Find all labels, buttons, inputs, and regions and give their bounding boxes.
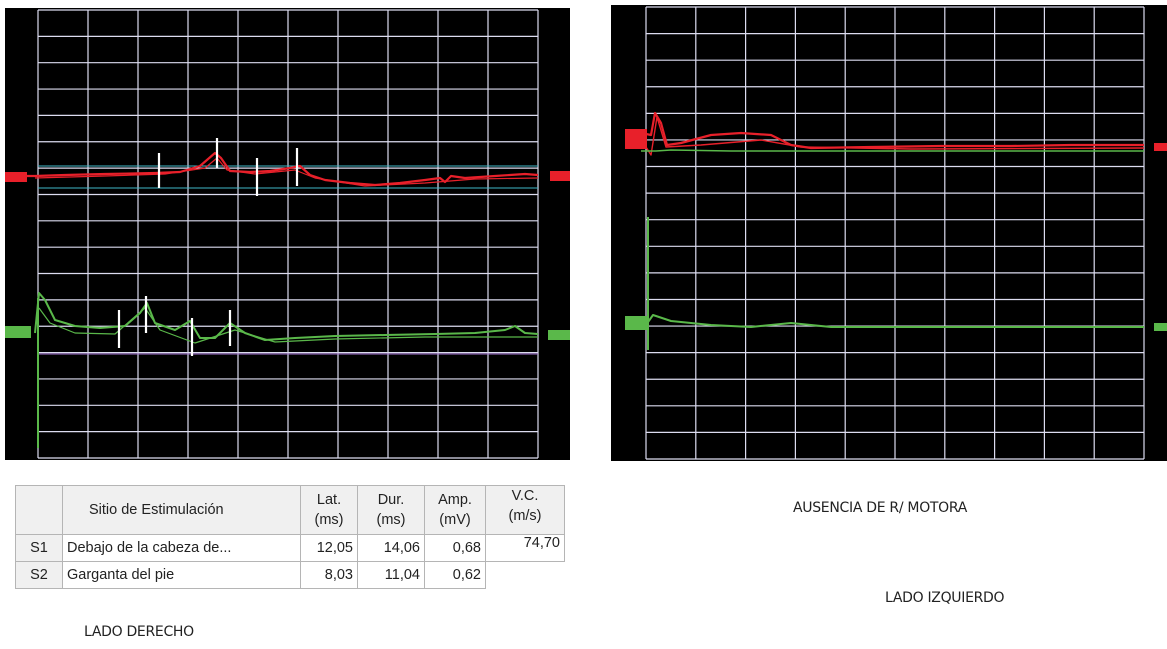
row-dur: 14,06 xyxy=(357,534,425,562)
left-side-caption: LADO IZQUIERDO xyxy=(885,590,1005,606)
trace-s2-start-label xyxy=(5,326,31,338)
trace-s1 xyxy=(626,111,1144,150)
corner-cell xyxy=(15,485,63,535)
row-amp: 0,62 xyxy=(424,561,486,589)
col-header-amp: Amp. (mV) xyxy=(424,485,486,535)
trace-s1 xyxy=(5,151,539,187)
col-header-amp-line1: Amp. xyxy=(438,492,472,508)
col-header-dur-line1: Dur. xyxy=(377,492,405,508)
col-header-vc-line1: V.C. xyxy=(511,488,539,504)
table-row: S1 Debajo de la cabeza de... 12,05 14,06… xyxy=(15,534,565,562)
row-id: S2 xyxy=(15,561,63,589)
trace-s1-overlay xyxy=(34,157,539,187)
col-header-amp-line2: (mV) xyxy=(439,512,471,528)
col-header-dur: Dur. (ms) xyxy=(357,485,425,535)
row-site: Debajo de la cabeza de... xyxy=(62,534,301,562)
trace-s2-end-label xyxy=(1154,323,1167,331)
trace-s2-end-label xyxy=(548,330,570,340)
trace-s1-end-label xyxy=(1154,143,1167,151)
absent-motor-response-note: AUSENCIA DE R/ MOTORA xyxy=(793,500,968,516)
row-site: Garganta del pie xyxy=(62,561,301,589)
trace-s1-overlay xyxy=(640,116,1145,156)
col-header-site: Sitio de Estimulación xyxy=(62,485,301,535)
emg-waveform-display xyxy=(625,6,1167,460)
row-vc-empty xyxy=(485,561,565,589)
row-dur: 11,04 xyxy=(357,561,425,589)
trace-s2-start-label xyxy=(625,316,647,330)
row-lat: 8,03 xyxy=(300,561,358,589)
right-side-caption: LADO DERECHO xyxy=(84,624,194,640)
trace-s1-end-label xyxy=(550,171,570,181)
trace-s2 xyxy=(645,314,1144,328)
trace-s2-overlay-top xyxy=(641,149,1144,152)
col-header-lat: Lat. (ms) xyxy=(300,485,358,535)
col-header-site-label: Sitio de Estimulación xyxy=(89,502,224,518)
row-vc: 74,70 xyxy=(485,534,565,562)
trace-s1-start-label xyxy=(625,129,647,149)
col-header-vc: V.C. (m/s) xyxy=(485,485,565,535)
row-amp: 0,68 xyxy=(424,534,486,562)
table-header-row: Sitio de Estimulación Lat. (ms) Dur. (ms… xyxy=(15,485,565,535)
row-lat: 12,05 xyxy=(300,534,358,562)
col-header-vc-line2: (m/s) xyxy=(508,508,542,524)
col-header-lat-line2: (ms) xyxy=(314,512,344,528)
emg-waveform-display xyxy=(5,9,570,459)
trace-s2-overlay xyxy=(38,307,538,344)
row-id: S1 xyxy=(15,534,63,562)
trace-s1-start-label xyxy=(5,172,27,182)
emg-panel-left-side xyxy=(611,5,1167,461)
trace-s2 xyxy=(34,292,539,341)
conduction-results-table: Sitio de Estimulación Lat. (ms) Dur. (ms… xyxy=(15,485,565,589)
table-row: S2 Garganta del pie 8,03 11,04 0,62 xyxy=(15,561,565,589)
col-header-lat-line1: Lat. xyxy=(316,492,342,508)
col-header-dur-line2: (ms) xyxy=(376,512,406,528)
emg-panel-right-side xyxy=(5,8,570,460)
